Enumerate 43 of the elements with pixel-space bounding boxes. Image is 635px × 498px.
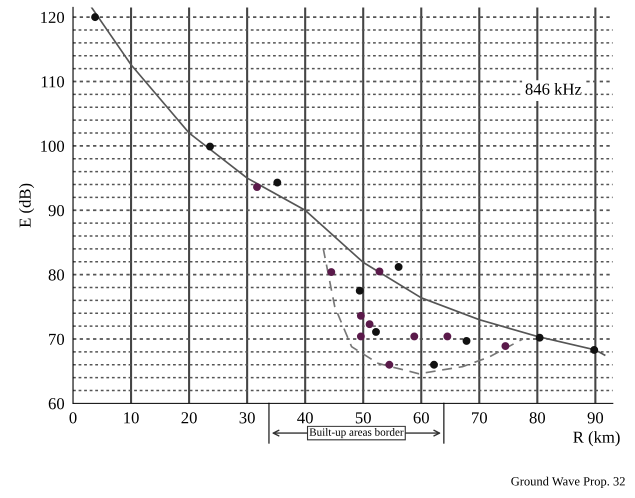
y-tick-label: 80: [48, 269, 64, 281]
point: [501, 342, 510, 350]
point: [273, 178, 282, 187]
x-axis-title: R (km): [573, 431, 620, 446]
point: [590, 346, 598, 354]
y-axis-title: E (dB): [19, 184, 34, 228]
point: [385, 360, 394, 369]
x-tick-label: 10: [124, 412, 139, 424]
text: Built-up areas border: [310, 428, 404, 438]
y-tick-label: 110: [42, 76, 64, 88]
point: [356, 286, 364, 295]
point: [430, 360, 438, 369]
x-tick-label: 30: [240, 412, 255, 424]
text: Ground Wave Prop. 32: [511, 476, 625, 488]
x-tick-label: 60: [414, 412, 429, 424]
point: [394, 262, 403, 271]
point: [372, 328, 380, 336]
x-tick-label: 50: [356, 412, 371, 424]
y-tick-label: 100: [41, 140, 64, 152]
y-tick-label: 120: [41, 12, 64, 24]
point: [91, 13, 100, 22]
point: [366, 320, 374, 328]
x-tick-label: 20: [182, 412, 197, 424]
point: [443, 332, 452, 340]
line-series: [322, 247, 524, 375]
point: [327, 268, 336, 276]
point: [206, 142, 214, 150]
x-tick-label: 90: [588, 412, 604, 424]
point: [536, 334, 544, 342]
point: [356, 312, 365, 320]
x-tick-label: 70: [472, 412, 487, 424]
point: [462, 336, 470, 345]
y-tick-label: 70: [49, 334, 64, 345]
y-tick-label: 90: [48, 204, 64, 216]
y-tick-label: 60: [48, 398, 64, 410]
x-tick-label: 80: [530, 412, 546, 424]
annotation: 846 kHz: [526, 83, 582, 95]
point: [410, 332, 418, 340]
x-tick-label: 40: [297, 412, 313, 424]
point: [356, 332, 365, 340]
point: [253, 183, 261, 192]
point: [376, 267, 384, 276]
x-tick-label: 0: [69, 412, 77, 424]
